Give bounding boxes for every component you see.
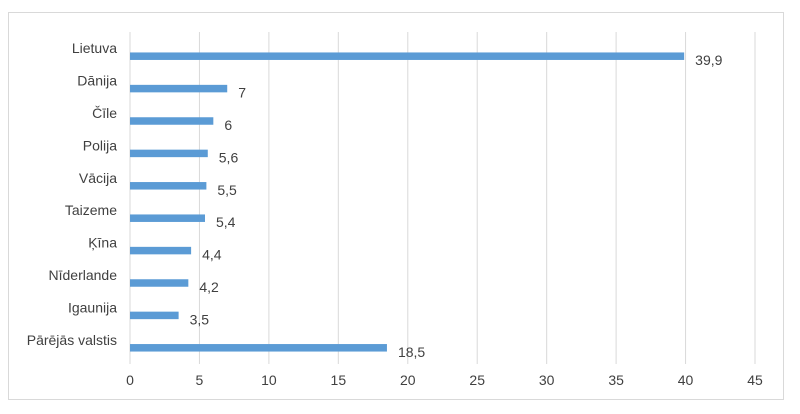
category-label: Nīderlande (49, 267, 118, 283)
data-label: 5,4 (216, 214, 236, 230)
category-labels: Lietuva Dānija Čīle Polija Vācija Taizeme Ķīna… (27, 40, 117, 348)
bar (130, 311, 179, 320)
x-tick-label: 45 (747, 372, 763, 388)
x-tick-label: 30 (539, 372, 555, 388)
category-label: Polija (83, 137, 117, 153)
x-axis-ticks: 0 5 10 15 20 25 30 35 40 45 (126, 372, 763, 388)
bar (130, 246, 192, 255)
bar (130, 84, 228, 93)
bar (130, 279, 189, 287)
bar (130, 344, 387, 352)
x-tick-label: 5 (196, 372, 204, 388)
bars (130, 52, 685, 352)
x-tick-label: 20 (400, 372, 416, 388)
bar (130, 182, 207, 190)
bar (130, 52, 685, 60)
data-label: 3,5 (190, 311, 210, 327)
category-label: Pārējās valstis (27, 332, 117, 348)
x-tick-label: 35 (608, 372, 624, 388)
x-tick-label: 40 (678, 372, 694, 388)
data-label: 39,9 (695, 52, 722, 68)
gridlines (129, 32, 756, 364)
data-label: 5,6 (219, 149, 239, 165)
bar (130, 149, 208, 158)
data-label: 6 (224, 117, 232, 133)
category-label: Igaunija (68, 299, 117, 315)
x-tick-label: 25 (469, 372, 485, 388)
category-label: Taizeme (65, 202, 117, 218)
category-label: Čīle (92, 105, 117, 121)
data-label: 5,5 (217, 182, 237, 198)
x-tick-label: 0 (126, 372, 134, 388)
category-label: Vācija (79, 170, 117, 186)
data-label: 18,5 (398, 344, 425, 360)
bar (130, 117, 214, 125)
data-labels: 39,9 76 5,6 5,5 5,4 4,4 4,2 3,5 18,5 (190, 52, 723, 360)
data-label: 4,2 (199, 279, 219, 295)
category-label: Lietuva (72, 40, 117, 56)
x-tick-label: 15 (331, 372, 347, 388)
chart-frame (8, 12, 784, 400)
category-label: Dānija (77, 73, 117, 89)
x-tick-label: 10 (261, 372, 277, 388)
category-label: Ķīna (88, 235, 117, 251)
data-label: 4,4 (202, 247, 222, 263)
bar (130, 214, 205, 222)
data-label: 7 (238, 85, 246, 101)
